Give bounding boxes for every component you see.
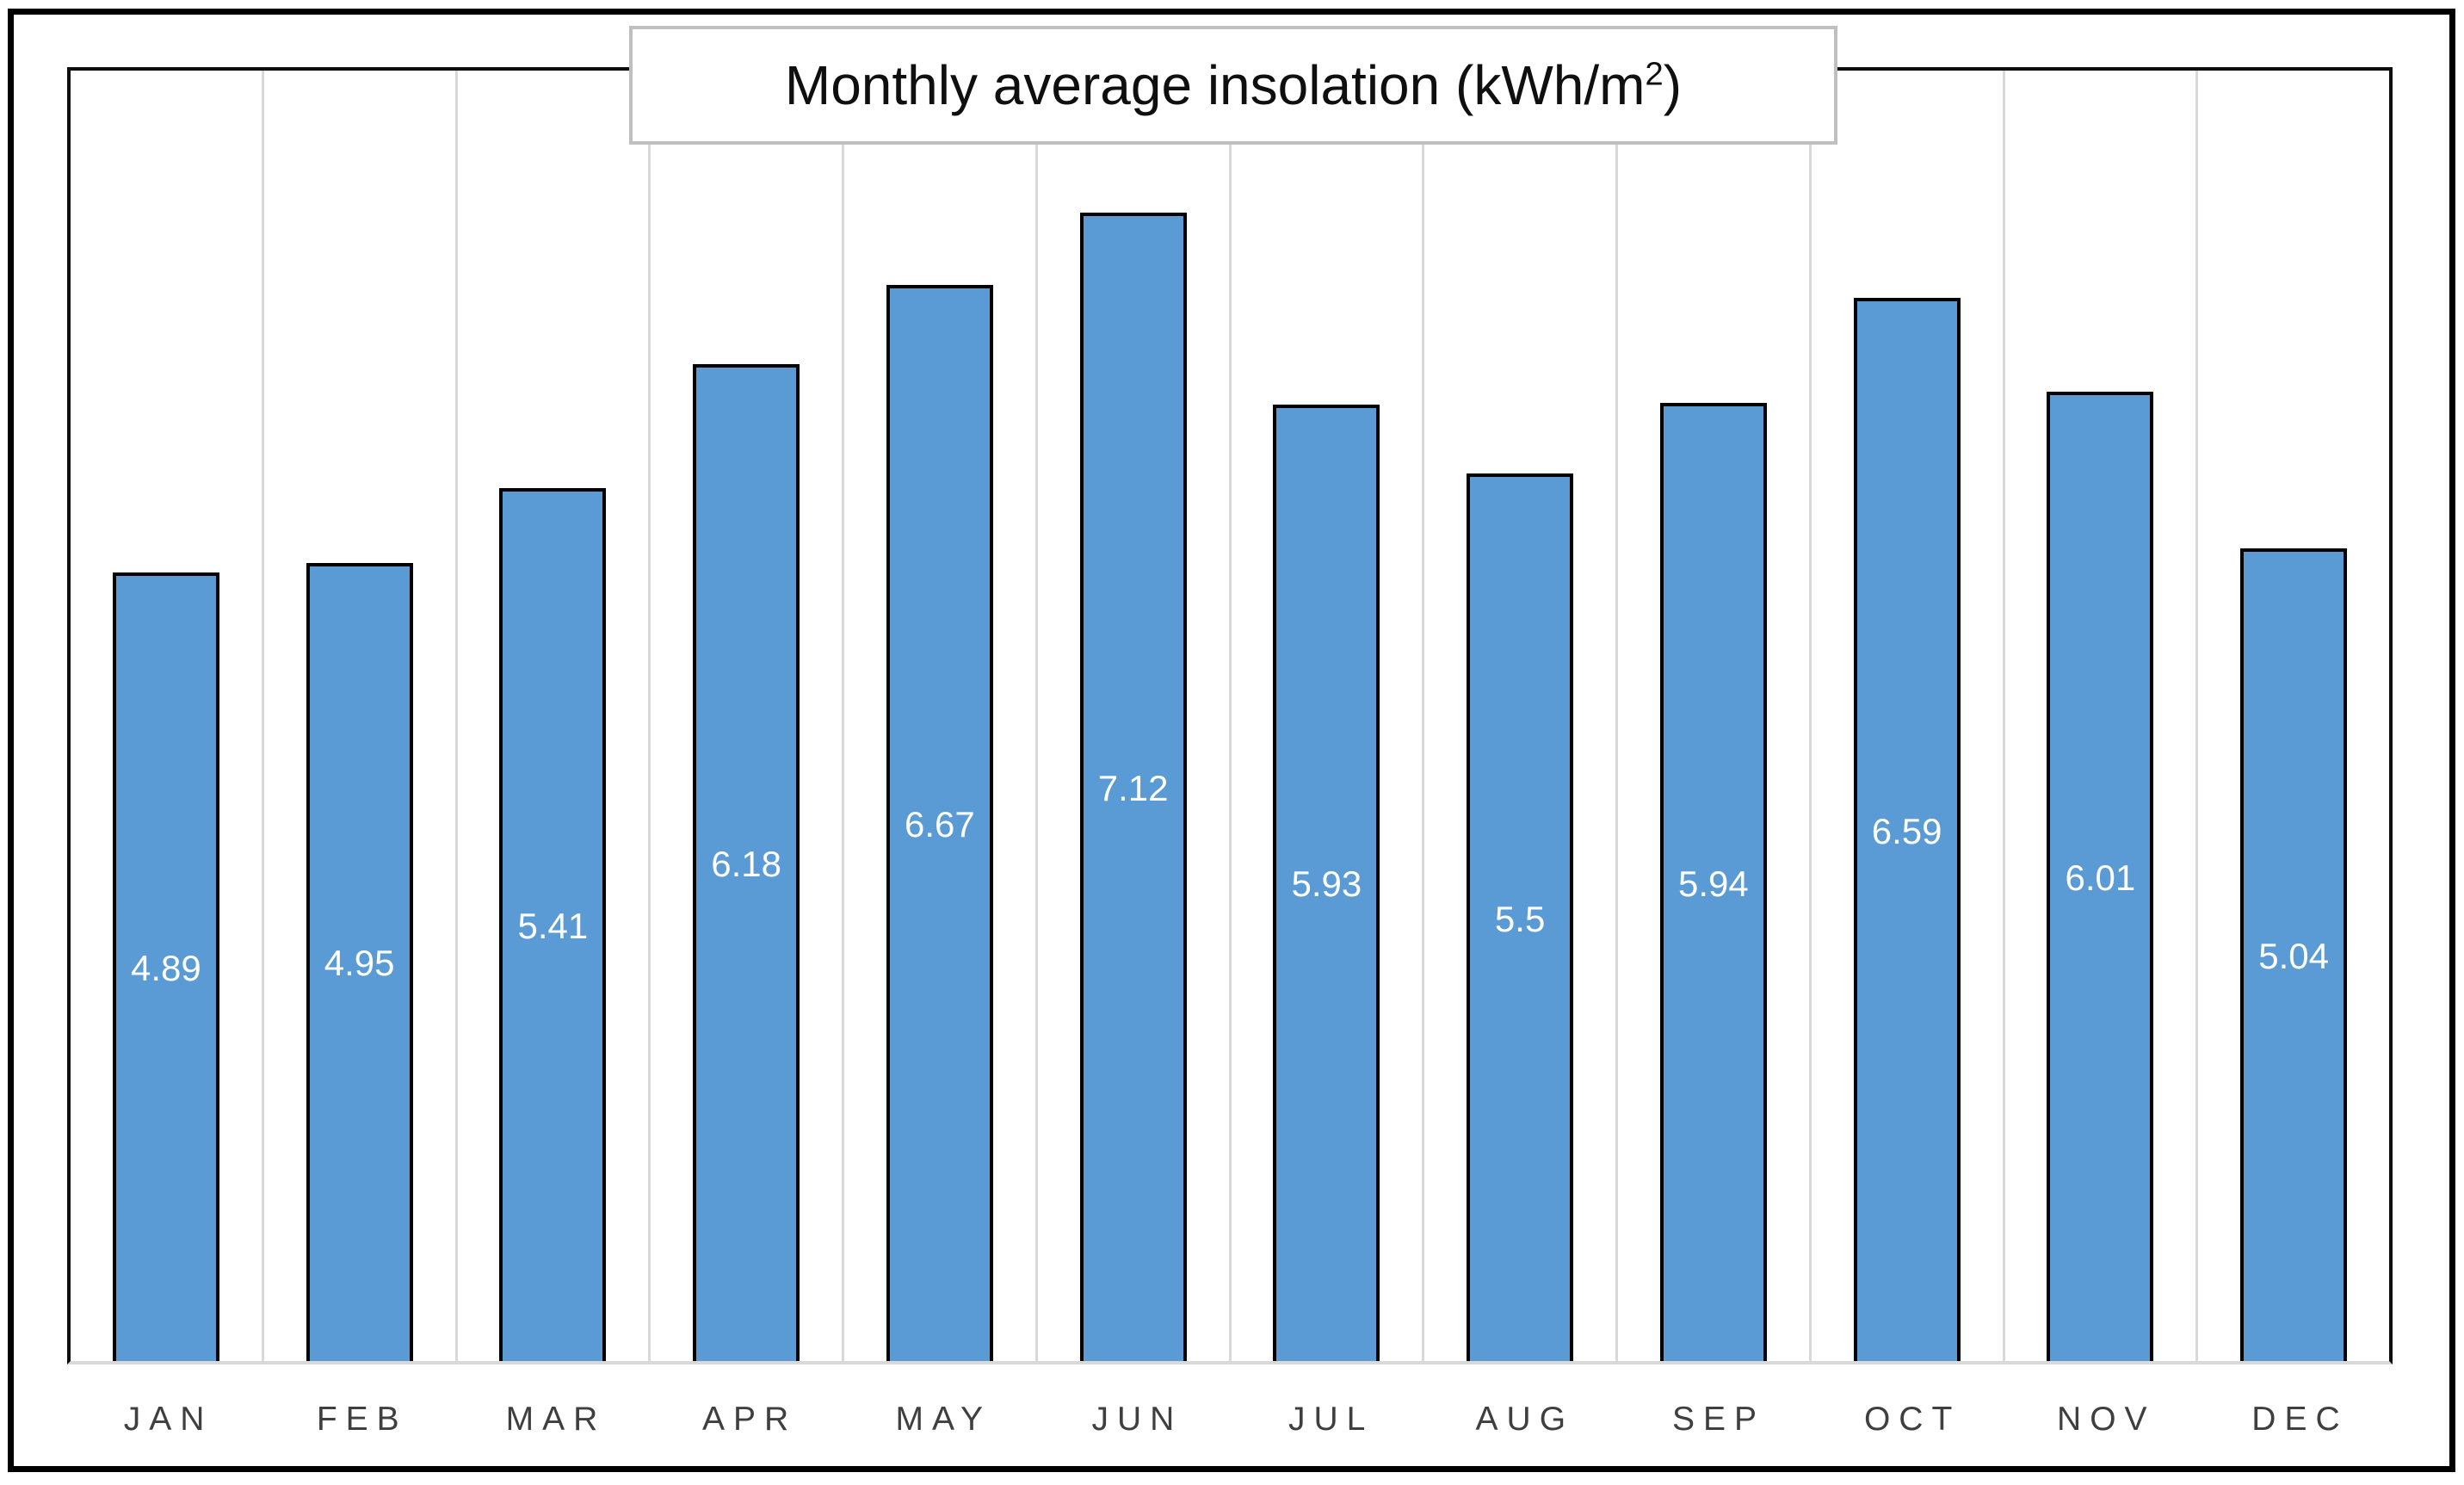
bar-value-label: 7.12 — [1097, 767, 1169, 808]
x-axis-label-aug: AUG — [1475, 1401, 1575, 1438]
category-slot: 6.59 — [1812, 71, 2005, 1361]
bar-apr: 6.18 — [693, 364, 800, 1361]
bar-value-label: 6.18 — [711, 844, 781, 885]
bar-value-label: 5.93 — [1291, 863, 1362, 905]
x-axis-label-jan: JAN — [123, 1401, 213, 1438]
x-axis-label-mar: MAR — [505, 1401, 607, 1438]
bar-jun: 7.12 — [1079, 212, 1187, 1361]
bar-series: 4.89 4.95 5.41 6.18 6.67 7.12 5.93 5.5 5.94 6.59 6… — [71, 71, 2389, 1361]
bar-feb: 4.95 — [306, 562, 413, 1361]
x-axis-label-jun: JUN — [1091, 1401, 1183, 1438]
bar-value-label: 5.41 — [517, 906, 589, 947]
chart-title-prefix: Monthly average insolation (kWh/m — [784, 54, 1646, 116]
category-slot: 5.04 — [2198, 71, 2389, 1361]
plot-area: 4.89 4.95 5.41 6.18 6.67 7.12 5.93 5.5 5.94 6.59 6… — [67, 67, 2393, 1364]
bar-sep: 5.94 — [1659, 403, 1767, 1361]
bar-jul: 5.93 — [1273, 404, 1380, 1361]
chart-title-box: Monthly average insolation (kWh/m2) — [629, 26, 1837, 145]
bar-value-label: 5.5 — [1494, 898, 1546, 939]
category-slot: 4.95 — [264, 71, 458, 1361]
x-axis-label-oct: OCT — [1863, 1401, 1961, 1438]
bar-value-label: 4.89 — [130, 947, 201, 988]
x-axis-label-apr: APR — [702, 1401, 798, 1438]
category-slot: 5.93 — [1232, 71, 1425, 1361]
x-axis-label-may: MAY — [895, 1401, 992, 1438]
bar-value-label: 5.94 — [1677, 863, 1749, 904]
x-axis-label-dec: DEC — [2251, 1401, 2349, 1438]
bar-jan: 4.89 — [112, 572, 219, 1361]
x-axis-label-sep: SEP — [1671, 1401, 1765, 1438]
bar-oct: 6.59 — [1853, 298, 1961, 1361]
category-slot: 5.5 — [1424, 71, 1618, 1361]
bar-value-label: 6.01 — [2065, 857, 2136, 898]
bar-dec: 5.04 — [2240, 548, 2348, 1361]
bar-value-label: 5.04 — [2258, 935, 2329, 976]
bar-value-label: 4.95 — [324, 943, 395, 984]
chart-title: Monthly average insolation (kWh/m2) — [785, 58, 1682, 113]
bar-aug: 5.5 — [1467, 473, 1574, 1361]
x-axis-label-feb: FEB — [316, 1401, 408, 1438]
category-slot: 5.41 — [458, 71, 652, 1361]
bar-value-label: 6.67 — [904, 804, 975, 845]
chart-title-superscript: 2 — [1645, 55, 1664, 93]
bar-mar: 5.41 — [499, 488, 607, 1361]
category-slot: 6.67 — [844, 71, 1038, 1361]
x-axis-labels: JAN FEB MAR APR MAY JUN JUL AUG SEP OCT NOV DEC — [67, 1364, 2393, 1439]
category-slot: 5.94 — [1618, 71, 1812, 1361]
category-slot: 4.89 — [71, 71, 264, 1361]
bar-may: 6.67 — [886, 285, 993, 1361]
chart-title-suffix: ) — [1663, 54, 1683, 116]
category-slot: 6.18 — [651, 71, 844, 1361]
bar-nov: 6.01 — [2047, 391, 2154, 1361]
category-slot: 6.01 — [2005, 71, 2199, 1361]
x-axis-label-jul: JUL — [1288, 1401, 1374, 1438]
x-axis-label-nov: NOV — [2057, 1401, 2156, 1438]
category-slot: 7.12 — [1038, 71, 1232, 1361]
bar-value-label: 6.59 — [1871, 810, 1942, 851]
